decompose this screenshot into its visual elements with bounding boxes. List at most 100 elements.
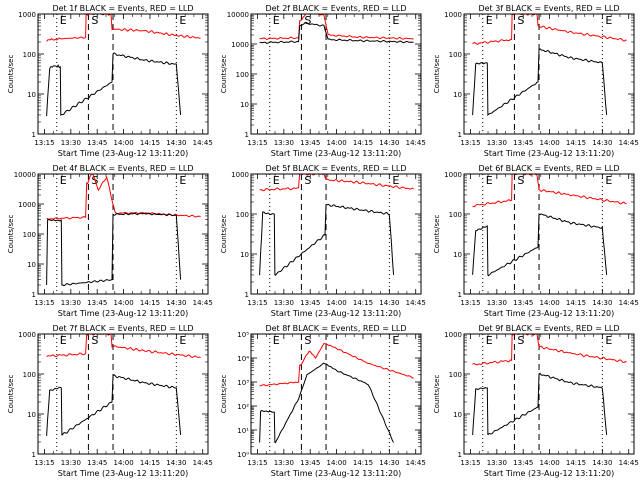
events-series-line xyxy=(259,203,395,276)
x-tick-label: 13:30 xyxy=(274,299,294,307)
y-axis-label: Counts/sec xyxy=(433,55,441,94)
lld-series-line xyxy=(472,14,627,45)
x-tick-label: 13:30 xyxy=(274,139,294,147)
x-tick-label: 14:30 xyxy=(592,459,612,467)
y-axis-label: Counts/sec xyxy=(220,55,228,94)
y-tick-label: 100 xyxy=(23,231,36,239)
time-marker-label: E xyxy=(605,14,612,27)
y-tick-label: 10⁴ xyxy=(237,355,249,363)
time-marker-label: E xyxy=(273,174,280,187)
x-tick-label: 13:30 xyxy=(274,459,294,467)
time-marker-label: E xyxy=(273,334,280,347)
x-tick-label: 14:30 xyxy=(379,139,399,147)
y-tick-label: 1000 xyxy=(18,11,36,19)
y-tick-label: 100 xyxy=(236,211,249,219)
time-marker-label: E xyxy=(60,14,67,27)
y-tick-label: 10 xyxy=(240,101,249,109)
x-tick-label: 13:45 xyxy=(513,139,533,147)
lld-series-line xyxy=(472,334,627,366)
x-tick-label: 14:45 xyxy=(619,459,639,467)
x-tick-label: 13:30 xyxy=(61,459,81,467)
time-marker-label: S xyxy=(517,14,524,27)
time-marker-label: E xyxy=(392,334,399,347)
lld-series-line xyxy=(472,174,627,208)
y-tick-label: 100 xyxy=(23,51,36,59)
events-series-line xyxy=(259,21,414,44)
y-tick-label: 1000 xyxy=(231,171,249,179)
x-tick-label: 13:30 xyxy=(61,299,81,307)
y-tick-label: 1 xyxy=(458,131,462,139)
x-tick-label: 13:30 xyxy=(487,139,507,147)
x-tick-label: 14:15 xyxy=(140,139,160,147)
x-axis-label: Start Time (23-Aug-12 13:11:20) xyxy=(58,309,189,318)
time-marker-label: S xyxy=(304,174,311,187)
x-tick-label: 13:45 xyxy=(513,459,533,467)
x-tick-label: 14:00 xyxy=(539,139,559,147)
events-series-line xyxy=(472,372,608,436)
time-marker-label: E xyxy=(605,174,612,187)
x-tick-label: 14:30 xyxy=(592,139,612,147)
events-series-line xyxy=(46,212,182,287)
x-tick-label: 13:15 xyxy=(460,459,480,467)
y-tick-label: 10³ xyxy=(237,379,249,387)
x-tick-label: 14:00 xyxy=(539,459,559,467)
time-marker-label: E xyxy=(486,174,493,187)
y-tick-label: 10000 xyxy=(14,171,36,179)
x-tick-label: 14:15 xyxy=(566,299,586,307)
x-tick-label: 13:15 xyxy=(460,299,480,307)
y-tick-label: 1000 xyxy=(231,41,249,49)
detector-panel-3: Det 3f BLACK = Events, RED = LLD Start Ti… xyxy=(433,4,639,158)
x-tick-label: 13:15 xyxy=(34,459,54,467)
x-tick-label: 13:15 xyxy=(247,139,267,147)
x-tick-label: 14:15 xyxy=(140,459,160,467)
events-series-line xyxy=(46,52,182,117)
y-tick-label: 1 xyxy=(458,451,462,459)
lld-series-line xyxy=(46,174,201,220)
x-tick-label: 14:45 xyxy=(619,139,639,147)
detector-panel-9: Det 9f BLACK = Events, RED = LLD Start Ti… xyxy=(433,324,639,478)
x-tick-label: 13:15 xyxy=(247,299,267,307)
y-axis-label: Counts/sec xyxy=(7,375,15,414)
y-tick-label: 10000 xyxy=(227,11,249,19)
x-tick-label: 14:15 xyxy=(353,299,373,307)
detector-panel-2: Det 2f BLACK = Events, RED = LLD Start Ti… xyxy=(220,4,426,158)
x-tick-label: 14:30 xyxy=(166,459,186,467)
panel-title: Det 8f BLACK = Events, RED = LLD xyxy=(265,324,406,333)
y-axis-label: Counts/sec xyxy=(433,375,441,414)
x-tick-label: 13:45 xyxy=(300,459,320,467)
y-tick-label: 100 xyxy=(449,211,462,219)
x-tick-label: 13:15 xyxy=(247,459,267,467)
x-axis-label: Start Time (23-Aug-12 13:11:20) xyxy=(58,469,189,478)
time-marker-label: E xyxy=(273,14,280,27)
x-tick-label: 14:15 xyxy=(140,299,160,307)
lld-series-line xyxy=(259,174,414,192)
y-tick-label: 1 xyxy=(32,451,36,459)
time-marker-label: S xyxy=(91,334,98,347)
detector-panel-1: Det 1f BLACK = Events, RED = LLD Start Ti… xyxy=(7,4,213,158)
panel-title: Det 5f BLACK = Events, RED = LLD xyxy=(265,164,406,173)
plot-frame xyxy=(250,173,422,295)
y-axis-label: Counts/sec xyxy=(220,215,228,254)
y-tick-label: 10 xyxy=(27,411,36,419)
panel-title: Det 7f BLACK = Events, RED = LLD xyxy=(52,324,193,333)
panel-title: Det 4f BLACK = Events, RED = LLD xyxy=(52,164,193,173)
y-tick-label: 10² xyxy=(237,403,249,411)
detector-panel-4: Det 4f BLACK = Events, RED = LLD Start Ti… xyxy=(7,164,213,318)
x-tick-label: 14:15 xyxy=(353,459,373,467)
events-series-line xyxy=(259,362,395,444)
x-tick-label: 13:30 xyxy=(61,139,81,147)
time-marker-label: S xyxy=(517,334,524,347)
x-tick-label: 14:45 xyxy=(406,459,426,467)
y-tick-label: 1 xyxy=(245,131,249,139)
plot-frame xyxy=(37,173,209,295)
y-tick-label: 10 xyxy=(27,261,36,269)
x-tick-label: 13:15 xyxy=(34,139,54,147)
x-axis-label: Start Time (23-Aug-12 13:11:20) xyxy=(271,469,402,478)
x-axis-label: Start Time (23-Aug-12 13:11:20) xyxy=(271,149,402,158)
x-tick-label: 14:30 xyxy=(379,299,399,307)
plot-frame xyxy=(37,333,209,455)
y-tick-label: 1000 xyxy=(444,11,462,19)
x-tick-label: 13:45 xyxy=(87,139,107,147)
x-tick-label: 14:15 xyxy=(566,459,586,467)
